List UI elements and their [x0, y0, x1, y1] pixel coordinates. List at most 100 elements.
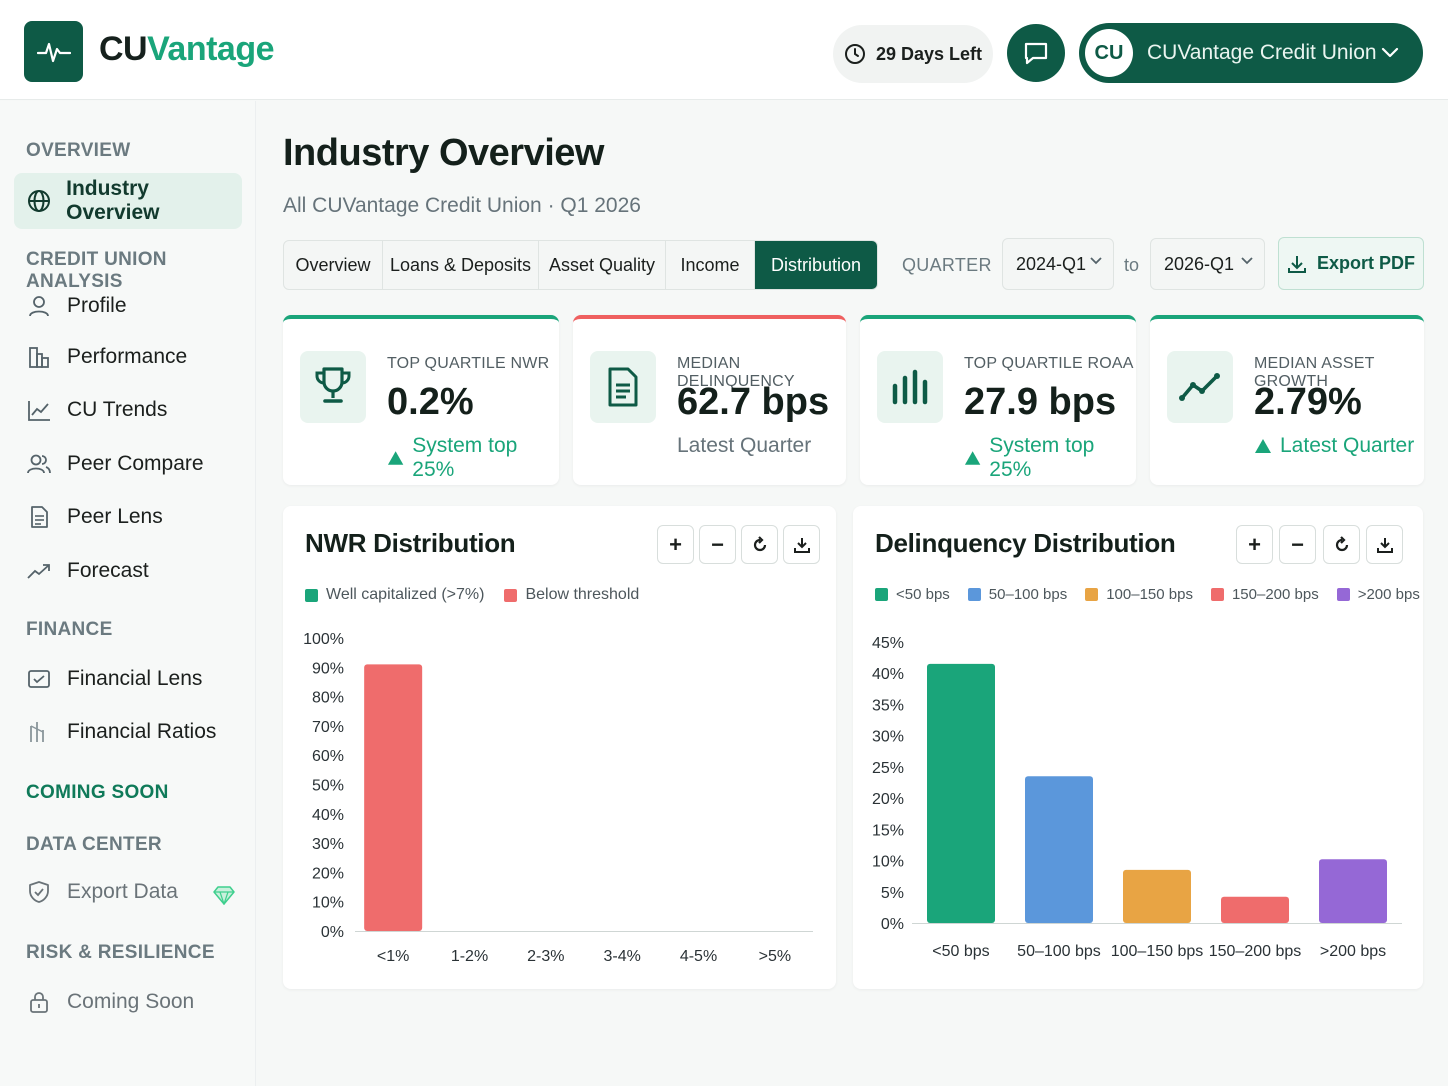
export-pdf-label: Export PDF — [1316, 253, 1415, 273]
y-tick-label: 30% — [872, 729, 904, 746]
tab-bar: Overview Loans & Deposits Asset Quality … — [283, 240, 878, 290]
x-tick-label: 100–150 bps — [1111, 943, 1204, 960]
reset-button[interactable] — [1323, 525, 1360, 564]
org-switcher[interactable]: CU CUVantage Credit Union — [1079, 23, 1423, 83]
bar[interactable] — [927, 663, 995, 923]
kpi-card-roaa: TOP QUARTILE ROAA 27.9 bps System top 25… — [860, 315, 1136, 485]
app-logo[interactable] — [24, 21, 83, 82]
legend-swatch — [1085, 588, 1099, 601]
section-coming-soon: COMING SOON — [26, 782, 169, 803]
y-tick-label: 5% — [881, 885, 904, 902]
legend-swatch — [875, 588, 888, 601]
legend-label: Well capitalized (>7%) — [326, 586, 485, 603]
bar[interactable] — [1025, 776, 1093, 923]
quarter-label: QUARTER — [902, 255, 992, 275]
tab-loans-deposits[interactable]: Loans & Deposits — [383, 241, 539, 289]
sidebar-item-profile[interactable]: Profile — [14, 282, 242, 330]
legend-item[interactable]: >200 bps — [1336, 586, 1420, 603]
zoom-out-button[interactable]: − — [1279, 525, 1316, 564]
chart-title: NWR Distribution — [305, 528, 516, 558]
tab-overview[interactable]: Overview — [284, 241, 383, 289]
to-label: to — [1124, 255, 1140, 275]
y-tick-label: 90% — [312, 660, 344, 677]
quarter-from-value: 2024-Q1 — [1016, 253, 1087, 274]
x-tick-label: <1% — [377, 948, 409, 965]
refresh-icon — [753, 535, 766, 551]
sidebar-item-label: Forecast — [67, 559, 149, 582]
legend-swatch — [504, 588, 518, 602]
reset-button[interactable] — [741, 525, 778, 564]
legend-item[interactable]: <50 bps — [875, 586, 950, 603]
line-chart-icon — [26, 397, 52, 423]
quarter-to-select[interactable]: 2026-Q1 — [1150, 238, 1265, 290]
bar[interactable] — [1221, 896, 1289, 923]
legend-item[interactable]: 150–200 bps — [1210, 586, 1319, 603]
kpi-label: MEDIAN ASSET GROWTH — [1254, 355, 1375, 390]
sidebar-item-financial-ratios[interactable]: Financial Ratios — [14, 708, 242, 756]
sidebar-item-coming-soon[interactable]: Coming Soon — [14, 978, 242, 1026]
sidebar-item-peer-compare[interactable]: Peer Compare — [14, 440, 242, 488]
tab-asset-quality[interactable]: Asset Quality — [539, 241, 666, 289]
sidebar-item-label: CU Trends — [67, 398, 168, 421]
brand-name[interactable]: CUVantage — [99, 30, 274, 69]
legend-label: Below threshold — [525, 586, 640, 603]
tab-income[interactable]: Income — [666, 241, 755, 289]
chat-button[interactable] — [1007, 24, 1065, 82]
kpi-label: MEDIAN DELINQUENCY — [677, 355, 795, 390]
legend-swatch — [305, 588, 318, 602]
brand-name-part1: CU — [99, 30, 148, 68]
tab-distribution[interactable]: Distribution — [755, 241, 877, 289]
zoom-in-button[interactable]: + — [657, 525, 694, 564]
section-data-center: DATA CENTER — [26, 834, 162, 855]
download-button[interactable] — [783, 525, 820, 564]
trial-days-badge[interactable]: 29 Days Left — [833, 25, 993, 83]
download-button[interactable] — [1366, 525, 1403, 564]
nwr-distribution-panel: NWR Distribution + − Well capitalized (>… — [283, 506, 836, 989]
kpi-trend-text: System top 25% — [412, 434, 518, 481]
y-tick-label: 10% — [872, 854, 904, 871]
export-pdf-button[interactable]: Export PDF — [1278, 237, 1424, 290]
legend-swatch — [1210, 588, 1224, 601]
trial-days-text: 29 Days Left — [875, 43, 983, 64]
section-credit-union-analysis: CREDIT UNION ANALYSIS — [26, 249, 167, 292]
kpi-trend: System top 25% — [387, 434, 559, 482]
kpi-trend: Latest Quarter — [677, 434, 811, 458]
premium-gem-icon — [213, 885, 235, 910]
sidebar-item-forecast[interactable]: Forecast — [14, 547, 242, 595]
bar[interactable] — [1123, 869, 1191, 923]
legend-swatch — [967, 588, 981, 601]
kpi-value: 2.79% — [1254, 381, 1362, 423]
zoom-in-button[interactable]: + — [1236, 525, 1273, 564]
quarter-from-select[interactable]: 2024-Q1 — [1002, 238, 1114, 290]
kpi-trend-text: Latest Quarter — [1280, 434, 1415, 457]
sidebar-item-financial-lens[interactable]: Financial Lens — [14, 655, 242, 703]
sidebar-item-cu-trends[interactable]: CU Trends — [14, 386, 242, 434]
legend-item[interactable]: 50–100 bps — [967, 586, 1067, 603]
y-tick-label: 10% — [312, 895, 344, 912]
bar[interactable] — [1319, 859, 1387, 923]
shield-check-icon — [26, 879, 52, 905]
y-tick-label: 0% — [321, 924, 344, 941]
bar[interactable] — [364, 664, 423, 931]
sidebar-item-industry-overview[interactable]: Industry Overview — [14, 173, 242, 229]
legend-item[interactable]: Well capitalized (>7%) — [305, 586, 484, 604]
legend-item[interactable]: Below threshold — [504, 586, 639, 604]
kpi-card-nwr: TOP QUARTILE NWR 0.2% System top 25% — [283, 315, 559, 485]
download-icon — [1287, 255, 1306, 273]
pulse-icon — [36, 42, 71, 62]
nwr-bar-chart: 0% 10% 20% 30% 40% 50% 60% 70% 80% 90% 100% <1% 1-2%… — [303, 631, 813, 965]
trophy-icon — [300, 351, 366, 423]
kpi-card-delinquency: MEDIAN DELINQUENCY 62.7 bps Latest Quart… — [573, 315, 846, 485]
y-tick-label: 45% — [872, 635, 904, 652]
y-tick-label: 50% — [312, 778, 344, 795]
trend-line-icon — [1167, 351, 1233, 423]
zoom-out-button[interactable]: − — [699, 525, 736, 564]
y-tick-label: 35% — [872, 697, 904, 714]
sidebar-item-label: Peer Lens — [67, 505, 163, 528]
y-tick-label: 15% — [872, 822, 904, 839]
sidebar-item-peer-lens[interactable]: Peer Lens — [14, 493, 242, 541]
sidebar-item-export-data[interactable]: Export Data — [14, 868, 242, 916]
legend-item[interactable]: 100–150 bps — [1085, 586, 1193, 603]
sidebar-item-performance[interactable]: Performance — [14, 333, 242, 381]
y-tick-label: 80% — [312, 690, 344, 707]
